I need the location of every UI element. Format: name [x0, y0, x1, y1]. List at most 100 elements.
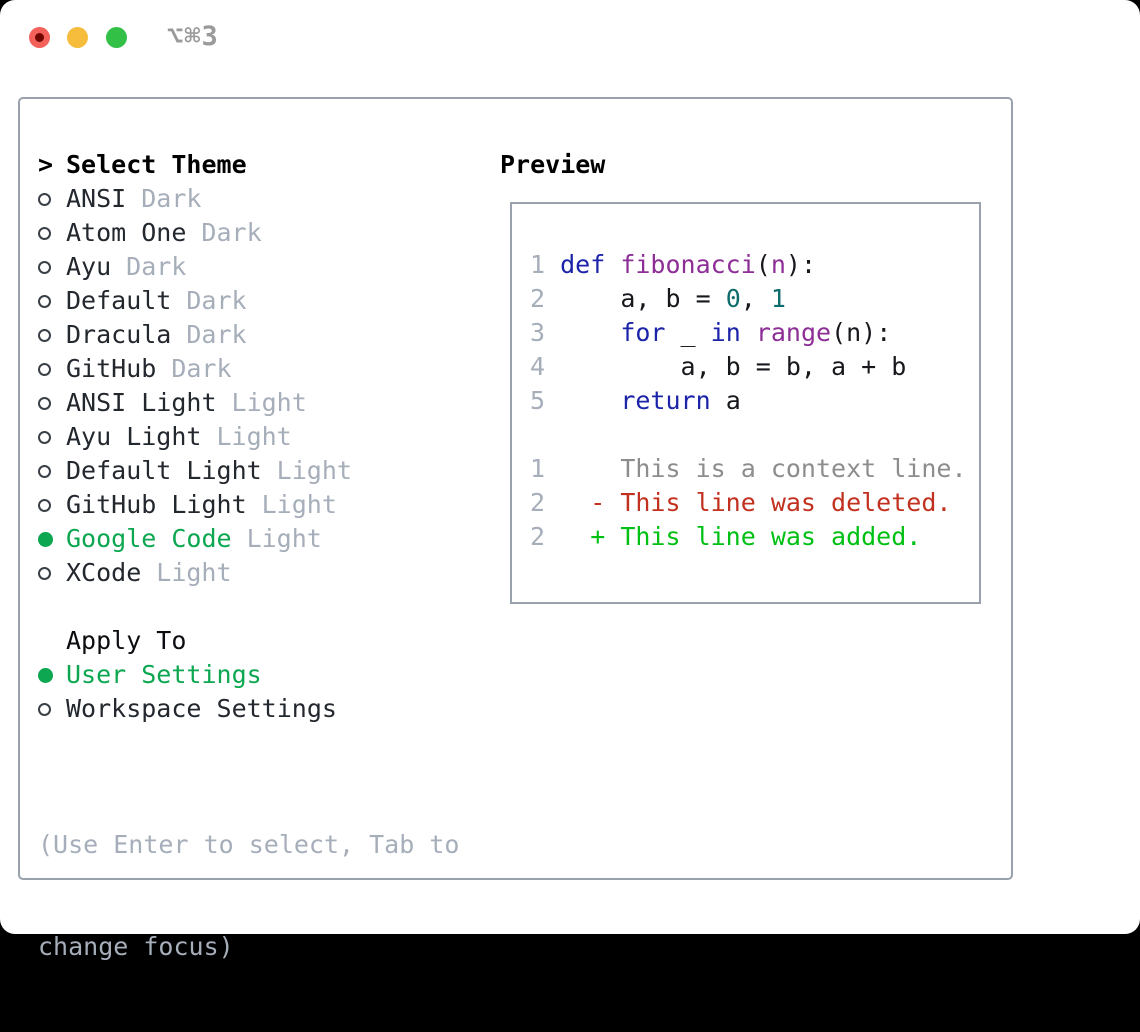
theme-option-label: ANSI	[66, 184, 127, 213]
line-number: 1	[530, 250, 561, 279]
line-number: 5	[530, 386, 561, 415]
apply-to-list: User Settings Workspace Settings	[38, 658, 459, 726]
theme-option-label: GitHub	[66, 354, 157, 383]
select-theme-header: > Select Theme	[38, 148, 459, 182]
theme-option-xcode[interactable]: XCode Light	[38, 556, 459, 590]
theme-option-github-light[interactable]: GitHub Light Light	[38, 488, 459, 522]
code-line-5: 5 return a	[530, 384, 979, 418]
radio-icon	[38, 260, 66, 274]
radio-icon	[38, 226, 66, 240]
apply-option-user-settings[interactable]: User Settings	[38, 658, 459, 692]
filled-dot-icon	[38, 667, 53, 683]
preview-header: Preview	[500, 150, 606, 179]
code-token: (	[755, 250, 771, 279]
line-number: 4	[530, 352, 561, 381]
circle-dot-icon	[38, 566, 51, 580]
theme-option-label: XCode	[66, 558, 142, 587]
circle-dot-icon	[38, 430, 51, 444]
titlebar: ⌥⌘3	[0, 0, 1140, 74]
hint-line-2: change focus)	[38, 932, 234, 961]
code-token: range	[755, 318, 832, 347]
theme-option-label: Ayu	[66, 252, 112, 281]
theme-option-label: Default Light	[66, 456, 262, 485]
theme-option-label: Ayu Light	[66, 422, 202, 451]
circle-dot-icon	[38, 192, 51, 206]
code-token	[560, 386, 620, 415]
radio-icon	[38, 498, 66, 512]
app-window: ⌥⌘3 > Select Theme ANSI Dark Atom One Dark A…	[0, 0, 1140, 961]
code-token: (n):	[831, 318, 892, 347]
radio-icon	[38, 566, 66, 580]
radio-icon	[38, 192, 66, 206]
theme-option-dracula[interactable]: Dracula Dark	[38, 318, 459, 352]
theme-option-label: Dracula	[66, 320, 172, 349]
theme-option-google-code[interactable]: Google Code Light	[38, 522, 459, 556]
variant-tag: Dark	[141, 184, 202, 213]
code-line-4: 4 a, b = b, a + b	[530, 350, 979, 384]
circle-dot-icon	[38, 498, 51, 512]
code-token: ,	[740, 284, 771, 313]
theme-option-label: GitHub Light	[66, 490, 247, 519]
variant-tag: Light	[246, 524, 322, 553]
variant-tag: Light	[216, 422, 292, 451]
theme-option-default-light[interactable]: Default Light Light	[38, 454, 459, 488]
theme-option-github[interactable]: GitHub Dark	[38, 352, 459, 386]
code-token: ):	[785, 250, 817, 279]
code-line-9: 2 + This line was added.	[530, 520, 979, 554]
radio-icon	[38, 430, 66, 444]
line-number: 1	[530, 454, 561, 483]
variant-tag: Light	[261, 490, 337, 519]
spacer-row	[38, 590, 459, 624]
variant-tag: Dark	[126, 252, 187, 281]
code-token	[605, 250, 620, 279]
code-token	[741, 318, 756, 347]
circle-dot-icon	[38, 226, 51, 240]
apply-to-title: Apply To	[66, 626, 187, 655]
apply-option-label: Workspace Settings	[66, 694, 337, 723]
line-number: 2	[530, 488, 561, 517]
theme-option-atom-one[interactable]: Atom One Dark	[38, 216, 459, 250]
radio-icon	[38, 328, 66, 342]
variant-tag: Light	[231, 388, 307, 417]
theme-option-label: Default	[66, 286, 172, 315]
code-token: This is a context line.	[560, 454, 967, 483]
variant-tag: Light	[276, 456, 352, 485]
theme-option-ansi[interactable]: ANSI Dark	[38, 182, 459, 216]
unsaved-dot-icon	[35, 33, 44, 42]
hint-line-1: (Use Enter to select, Tab to	[38, 830, 460, 859]
select-theme-title: Select Theme	[66, 150, 247, 179]
circle-dot-icon	[38, 362, 51, 376]
code-token: a, b = b, a + b	[560, 352, 907, 381]
variant-tag: Dark	[186, 286, 247, 315]
code-token: fibonacci	[620, 250, 756, 279]
theme-option-default[interactable]: Default Dark	[38, 284, 459, 318]
maximize-button[interactable]	[106, 27, 127, 48]
close-button[interactable]	[29, 27, 50, 48]
theme-option-ayu-light[interactable]: Ayu Light Light	[38, 420, 459, 454]
code-line-7: 1 This is a context line.	[530, 452, 979, 486]
code-token: in	[710, 318, 741, 347]
radio-icon	[38, 396, 66, 410]
theme-panel: > Select Theme ANSI Dark Atom One Dark Ayu Da…	[38, 148, 459, 1032]
selected-radio-icon	[38, 667, 66, 683]
radio-icon	[38, 464, 66, 478]
apply-option-workspace-settings[interactable]: Workspace Settings	[38, 692, 459, 726]
code-token: 0	[725, 284, 741, 313]
circle-dot-icon	[38, 396, 51, 410]
code-line-3: 3 for _ in range(n):	[530, 316, 979, 350]
code-token: - This line was deleted.	[560, 488, 952, 517]
apply-to-header: Apply To	[38, 624, 459, 658]
variant-tag: Dark	[186, 320, 247, 349]
code-line-8: 2 - This line was deleted.	[530, 486, 979, 520]
code-line-2: 2 a, b = 0, 1	[530, 282, 979, 316]
theme-option-ayu[interactable]: Ayu Dark	[38, 250, 459, 284]
theme-option-label: Google Code	[66, 524, 232, 553]
circle-dot-icon	[38, 464, 51, 478]
minimize-button[interactable]	[67, 27, 88, 48]
theme-option-label: Atom One	[66, 218, 187, 247]
apply-option-label: User Settings	[66, 660, 262, 689]
line-number: 3	[530, 318, 561, 347]
theme-option-ansi-light[interactable]: ANSI Light Light	[38, 386, 459, 420]
